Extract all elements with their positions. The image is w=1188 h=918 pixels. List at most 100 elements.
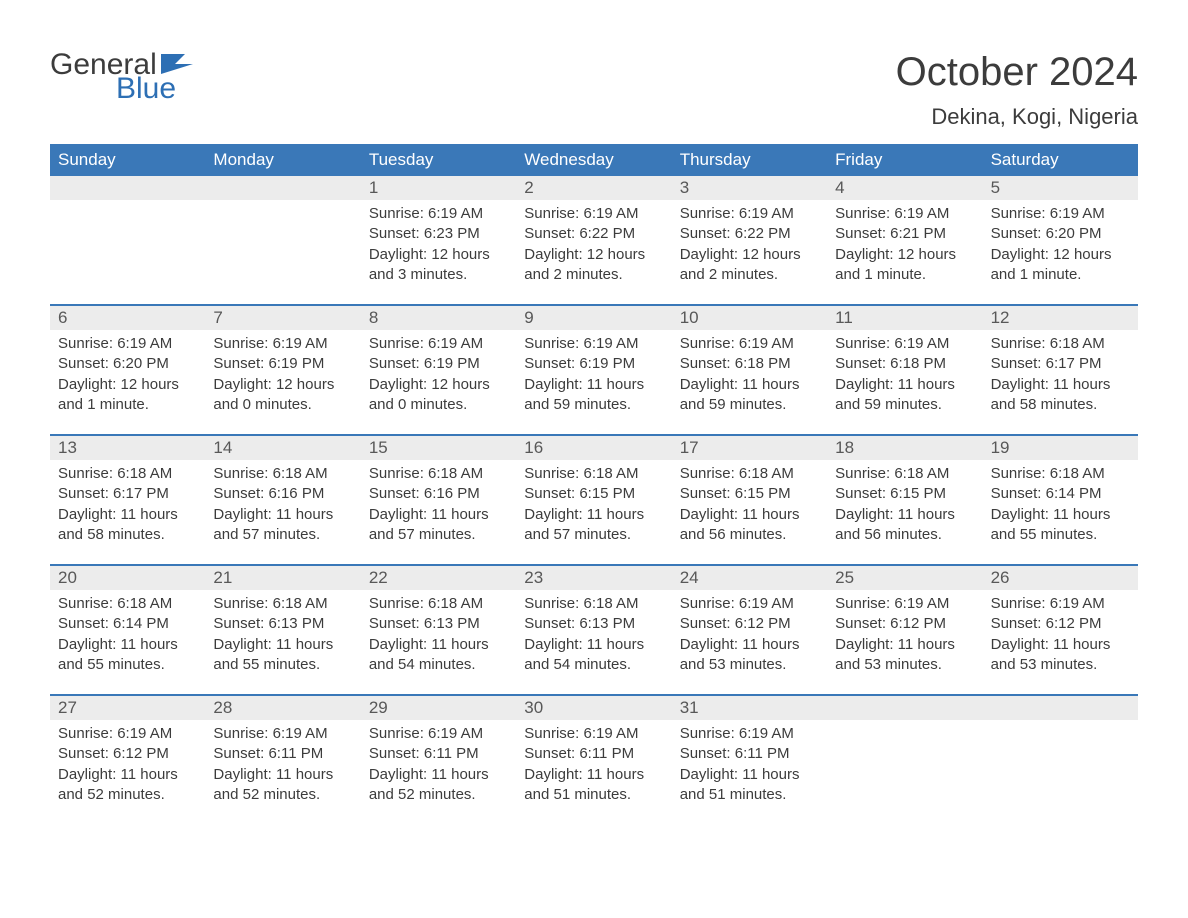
day-number: 28	[205, 696, 360, 720]
sunset-text: Sunset: 6:22 PM	[524, 224, 663, 244]
day-details: Sunrise: 6:18 AMSunset: 6:16 PMDaylight:…	[205, 460, 360, 545]
daylight-text-1: Daylight: 12 hours	[835, 245, 974, 265]
daylight-text-2: and 51 minutes.	[524, 785, 663, 805]
daylight-text-2: and 1 minute.	[835, 265, 974, 285]
week-row: 13Sunrise: 6:18 AMSunset: 6:17 PMDayligh…	[50, 434, 1138, 564]
day-details: Sunrise: 6:18 AMSunset: 6:15 PMDaylight:…	[672, 460, 827, 545]
daylight-text-2: and 58 minutes.	[58, 525, 197, 545]
day-cell: 31Sunrise: 6:19 AMSunset: 6:11 PMDayligh…	[672, 696, 827, 824]
day-details: Sunrise: 6:19 AMSunset: 6:23 PMDaylight:…	[361, 200, 516, 285]
day-cell: 30Sunrise: 6:19 AMSunset: 6:11 PMDayligh…	[516, 696, 671, 824]
daylight-text-2: and 56 minutes.	[680, 525, 819, 545]
daylight-text-1: Daylight: 12 hours	[369, 245, 508, 265]
daylight-text-1: Daylight: 11 hours	[991, 375, 1130, 395]
day-details: Sunrise: 6:18 AMSunset: 6:15 PMDaylight:…	[516, 460, 671, 545]
week-row: 20Sunrise: 6:18 AMSunset: 6:14 PMDayligh…	[50, 564, 1138, 694]
day-number: 13	[50, 436, 205, 460]
sunrise-text: Sunrise: 6:19 AM	[680, 724, 819, 744]
day-cell: 2Sunrise: 6:19 AMSunset: 6:22 PMDaylight…	[516, 176, 671, 304]
daylight-text-2: and 2 minutes.	[524, 265, 663, 285]
day-details: Sunrise: 6:19 AMSunset: 6:11 PMDaylight:…	[361, 720, 516, 805]
day-number	[983, 696, 1138, 720]
brand-logo: General Blue	[50, 50, 193, 104]
week-row: 1Sunrise: 6:19 AMSunset: 6:23 PMDaylight…	[50, 176, 1138, 304]
sunset-text: Sunset: 6:15 PM	[524, 484, 663, 504]
daylight-text-2: and 57 minutes.	[369, 525, 508, 545]
daylight-text-1: Daylight: 12 hours	[369, 375, 508, 395]
day-number: 25	[827, 566, 982, 590]
daylight-text-2: and 55 minutes.	[213, 655, 352, 675]
day-details: Sunrise: 6:18 AMSunset: 6:17 PMDaylight:…	[983, 330, 1138, 415]
daylight-text-1: Daylight: 11 hours	[58, 765, 197, 785]
day-number: 12	[983, 306, 1138, 330]
sunset-text: Sunset: 6:11 PM	[369, 744, 508, 764]
day-number: 4	[827, 176, 982, 200]
daylight-text-1: Daylight: 11 hours	[680, 505, 819, 525]
day-number: 21	[205, 566, 360, 590]
sunset-text: Sunset: 6:15 PM	[680, 484, 819, 504]
sunrise-text: Sunrise: 6:18 AM	[58, 464, 197, 484]
daylight-text-1: Daylight: 11 hours	[835, 635, 974, 655]
day-details: Sunrise: 6:19 AMSunset: 6:12 PMDaylight:…	[672, 590, 827, 675]
sunrise-text: Sunrise: 6:19 AM	[213, 724, 352, 744]
daylight-text-2: and 58 minutes.	[991, 395, 1130, 415]
daylight-text-2: and 54 minutes.	[369, 655, 508, 675]
day-cell: 17Sunrise: 6:18 AMSunset: 6:15 PMDayligh…	[672, 436, 827, 564]
sunrise-text: Sunrise: 6:18 AM	[213, 464, 352, 484]
day-cell: 7Sunrise: 6:19 AMSunset: 6:19 PMDaylight…	[205, 306, 360, 434]
day-details: Sunrise: 6:18 AMSunset: 6:15 PMDaylight:…	[827, 460, 982, 545]
sunset-text: Sunset: 6:19 PM	[524, 354, 663, 374]
week-row: 6Sunrise: 6:19 AMSunset: 6:20 PMDaylight…	[50, 304, 1138, 434]
sunrise-text: Sunrise: 6:19 AM	[369, 334, 508, 354]
day-details: Sunrise: 6:19 AMSunset: 6:12 PMDaylight:…	[983, 590, 1138, 675]
daylight-text-2: and 56 minutes.	[835, 525, 974, 545]
day-details: Sunrise: 6:19 AMSunset: 6:11 PMDaylight:…	[516, 720, 671, 805]
sunrise-text: Sunrise: 6:19 AM	[835, 334, 974, 354]
brand-word-2: Blue	[50, 74, 193, 104]
sunrise-text: Sunrise: 6:19 AM	[680, 204, 819, 224]
day-number: 7	[205, 306, 360, 330]
sunrise-text: Sunrise: 6:19 AM	[524, 334, 663, 354]
weekday-header-row: Sunday Monday Tuesday Wednesday Thursday…	[50, 144, 1138, 176]
location: Dekina, Kogi, Nigeria	[896, 104, 1138, 130]
day-number: 15	[361, 436, 516, 460]
day-cell	[983, 696, 1138, 824]
sunset-text: Sunset: 6:14 PM	[991, 484, 1130, 504]
day-details: Sunrise: 6:19 AMSunset: 6:12 PMDaylight:…	[827, 590, 982, 675]
daylight-text-1: Daylight: 12 hours	[680, 245, 819, 265]
day-details: Sunrise: 6:19 AMSunset: 6:18 PMDaylight:…	[827, 330, 982, 415]
daylight-text-2: and 57 minutes.	[213, 525, 352, 545]
sunset-text: Sunset: 6:16 PM	[369, 484, 508, 504]
sunrise-text: Sunrise: 6:19 AM	[58, 334, 197, 354]
daylight-text-1: Daylight: 11 hours	[524, 375, 663, 395]
daylight-text-2: and 0 minutes.	[213, 395, 352, 415]
weekday-header: Friday	[827, 144, 982, 176]
daylight-text-2: and 54 minutes.	[524, 655, 663, 675]
day-number: 17	[672, 436, 827, 460]
day-details: Sunrise: 6:19 AMSunset: 6:21 PMDaylight:…	[827, 200, 982, 285]
daylight-text-1: Daylight: 12 hours	[213, 375, 352, 395]
sunrise-text: Sunrise: 6:18 AM	[835, 464, 974, 484]
daylight-text-1: Daylight: 11 hours	[58, 635, 197, 655]
day-details: Sunrise: 6:18 AMSunset: 6:13 PMDaylight:…	[205, 590, 360, 675]
sunset-text: Sunset: 6:17 PM	[58, 484, 197, 504]
sunset-text: Sunset: 6:20 PM	[58, 354, 197, 374]
sunrise-text: Sunrise: 6:19 AM	[991, 594, 1130, 614]
day-cell: 21Sunrise: 6:18 AMSunset: 6:13 PMDayligh…	[205, 566, 360, 694]
sunset-text: Sunset: 6:13 PM	[213, 614, 352, 634]
day-details: Sunrise: 6:19 AMSunset: 6:22 PMDaylight:…	[516, 200, 671, 285]
day-number	[205, 176, 360, 200]
daylight-text-1: Daylight: 11 hours	[369, 635, 508, 655]
sunset-text: Sunset: 6:12 PM	[835, 614, 974, 634]
day-cell	[50, 176, 205, 304]
sunrise-text: Sunrise: 6:18 AM	[680, 464, 819, 484]
daylight-text-2: and 52 minutes.	[213, 785, 352, 805]
day-details: Sunrise: 6:18 AMSunset: 6:17 PMDaylight:…	[50, 460, 205, 545]
day-number: 31	[672, 696, 827, 720]
day-number: 6	[50, 306, 205, 330]
day-cell: 5Sunrise: 6:19 AMSunset: 6:20 PMDaylight…	[983, 176, 1138, 304]
sunset-text: Sunset: 6:11 PM	[524, 744, 663, 764]
day-cell: 10Sunrise: 6:19 AMSunset: 6:18 PMDayligh…	[672, 306, 827, 434]
day-number: 30	[516, 696, 671, 720]
sunset-text: Sunset: 6:18 PM	[835, 354, 974, 374]
